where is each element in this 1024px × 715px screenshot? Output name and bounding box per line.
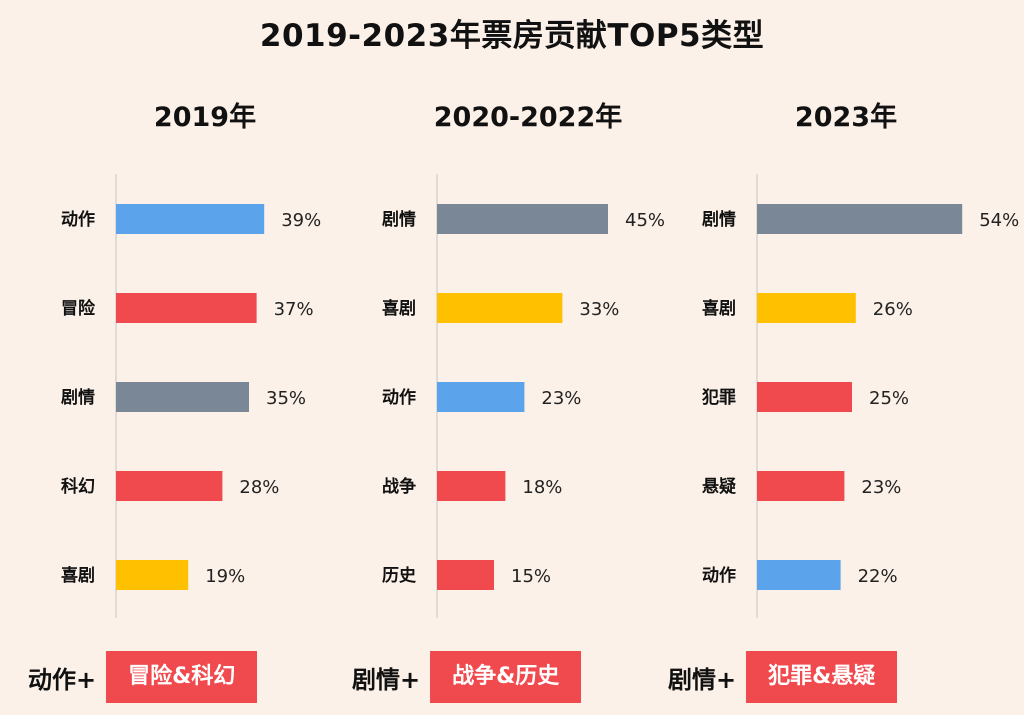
- panel-title-2019: 2019年: [153, 102, 257, 133]
- value-label: 19%: [205, 566, 245, 587]
- summary-2023: 剧情+ 犯罪&悬疑: [668, 651, 898, 703]
- panel-title-2020-2022: 2020-2022年: [433, 102, 623, 133]
- category-label: 喜剧: [382, 299, 416, 319]
- summary-2019: 动作+ 冒险&科幻: [28, 651, 258, 703]
- bar: [437, 293, 563, 323]
- value-label: 33%: [579, 299, 619, 320]
- category-label: 科幻: [61, 476, 95, 497]
- category-label: 剧情: [382, 209, 416, 230]
- value-label: 23%: [861, 477, 901, 498]
- bar: [116, 204, 265, 234]
- value-label: 26%: [873, 299, 913, 320]
- summary-tag: 冒险&科幻: [106, 651, 258, 703]
- bar: [757, 560, 841, 590]
- bar: [116, 382, 249, 412]
- category-label: 历史: [382, 565, 417, 586]
- bar: [437, 471, 506, 501]
- category-label: 犯罪: [701, 387, 736, 408]
- bar: [437, 204, 608, 234]
- value-label: 22%: [858, 566, 898, 587]
- category-label: 战争: [382, 476, 416, 497]
- value-label: 37%: [274, 299, 314, 320]
- value-label: 15%: [511, 566, 551, 587]
- category-label: 动作: [382, 387, 416, 408]
- bar: [116, 560, 189, 590]
- category-label: 剧情: [61, 387, 95, 408]
- category-label: 悬疑: [702, 477, 736, 497]
- bar: [757, 382, 852, 412]
- value-label: 25%: [869, 388, 909, 409]
- value-label: 39%: [281, 210, 321, 231]
- panel-title-2023: 2023年: [794, 102, 898, 133]
- summary-lead: 动作+: [28, 665, 97, 694]
- value-label: 35%: [266, 388, 306, 409]
- value-label: 18%: [522, 477, 562, 498]
- bar: [757, 471, 845, 501]
- category-label: 动作: [702, 565, 736, 586]
- category-label: 喜剧: [61, 566, 95, 586]
- summary-lead: 剧情+: [668, 665, 737, 694]
- category-label: 喜剧: [702, 299, 736, 319]
- value-label: 45%: [625, 210, 665, 231]
- summary-2020-2022: 剧情+ 战争&历史: [352, 651, 582, 703]
- bar: [116, 293, 257, 323]
- chart-title: 2019-2023年票房贡献TOP5类型: [259, 18, 765, 54]
- summary-tag: 战争&历史: [430, 651, 582, 703]
- bar: [757, 293, 856, 323]
- bar: [116, 471, 223, 501]
- bar: [437, 382, 525, 412]
- category-label: 动作: [61, 209, 95, 230]
- value-label: 23%: [541, 388, 581, 409]
- summary-tag: 犯罪&悬疑: [746, 651, 898, 703]
- summary-lead: 剧情+: [352, 665, 421, 694]
- value-label: 28%: [239, 477, 279, 498]
- category-label: 剧情: [702, 209, 736, 230]
- category-label: 冒险: [61, 298, 96, 319]
- bar: [437, 560, 494, 590]
- value-label: 54%: [979, 210, 1019, 231]
- bar: [757, 204, 963, 234]
